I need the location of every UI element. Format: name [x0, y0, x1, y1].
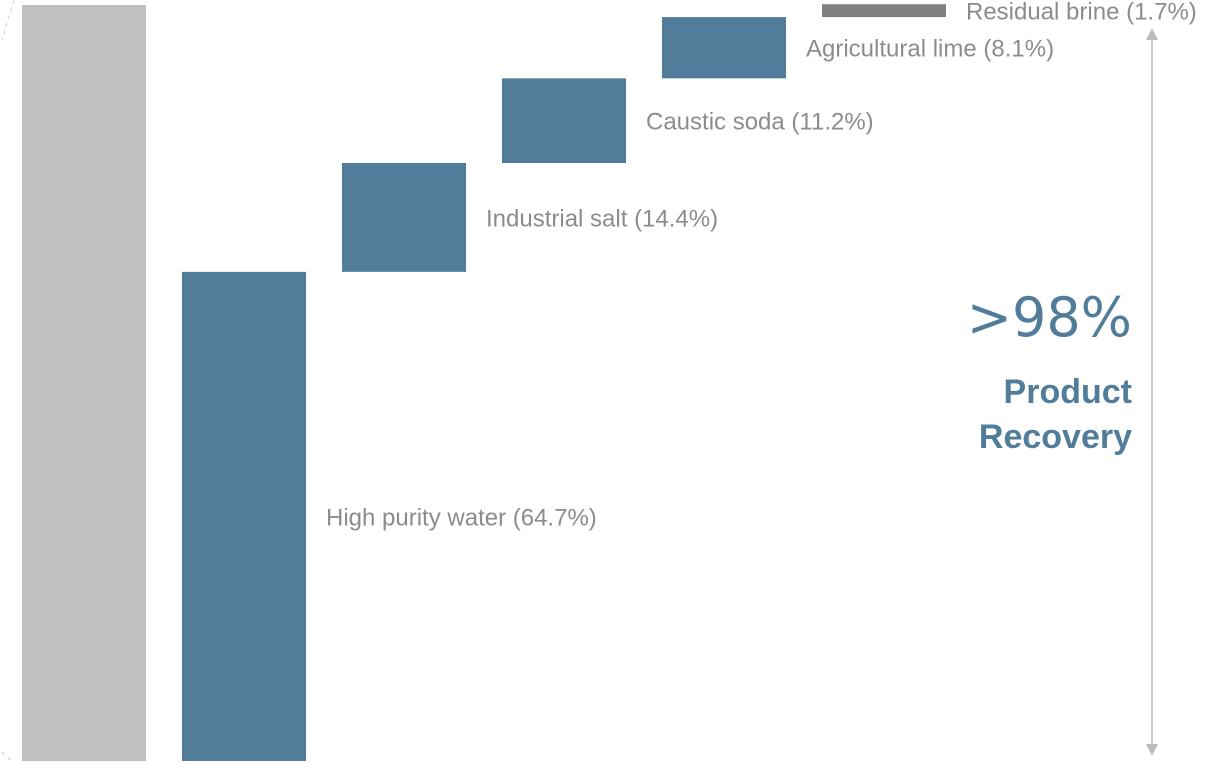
- recovery-label-line2: Recovery: [979, 418, 1132, 456]
- bar-4: [662, 17, 786, 79]
- bar-label-5: Residual brine (1.7%): [966, 0, 1197, 26]
- bar-label-4: Agricultural lime (8.1%): [806, 36, 1054, 63]
- bar-label-1: High purity water (64.7%): [326, 504, 597, 531]
- left-dashed-edge: [1, 0, 15, 41]
- bar-label-2: Industrial salt (14.4%): [486, 205, 718, 232]
- bar-1: [182, 271, 306, 761]
- bar-label-3: Caustic soda (11.2%): [646, 109, 874, 136]
- bar-2: [342, 163, 466, 272]
- left-dashed-edge-bottom: [1, 751, 15, 763]
- bar-3: [502, 78, 626, 164]
- recovery-percentage: >98%: [967, 286, 1132, 349]
- bar-5: [822, 4, 946, 18]
- total-bar: [22, 5, 146, 761]
- recovery-label-line1: Product: [1004, 373, 1132, 411]
- bars-layer: [22, 4, 946, 761]
- labels-layer: High purity water (64.7%) Industrial salt…: [326, 0, 1197, 531]
